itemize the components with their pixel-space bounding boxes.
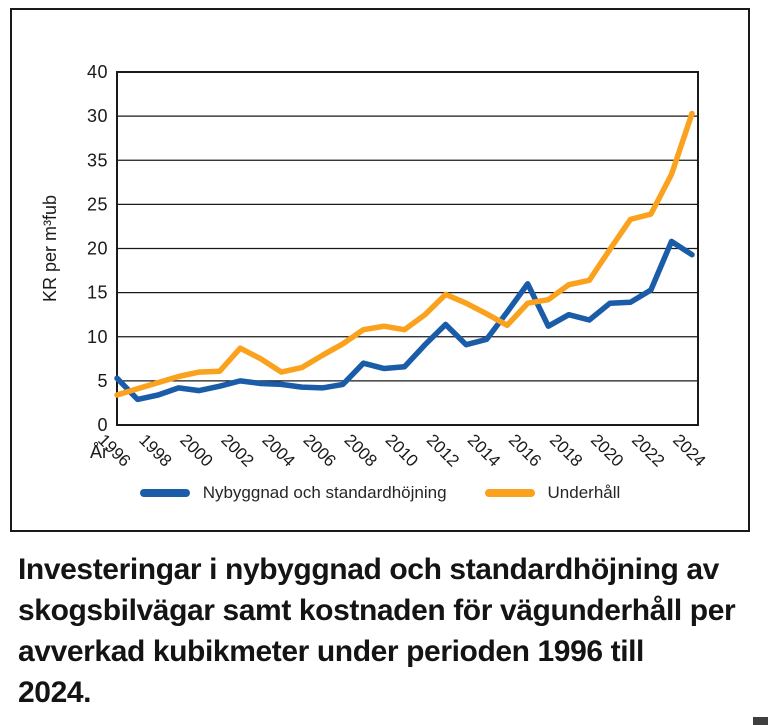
plot-border: [116, 71, 699, 426]
y-tick-label: 25: [87, 194, 108, 214]
x-tick-label: 2018: [546, 430, 586, 470]
y-tick-label: 30: [87, 106, 108, 126]
series-line-underhall: [114, 110, 695, 398]
x-tick-label: 2020: [587, 430, 627, 470]
x-tick-label: 2000: [176, 430, 216, 470]
y-tick-label: 15: [87, 283, 108, 303]
x-tick-label: 2012: [423, 430, 463, 470]
x-tick-label: 2008: [341, 430, 381, 470]
series-line-nybyggnad: [114, 238, 695, 403]
x-tick-label: 2006: [300, 430, 340, 470]
y-tick-label: 40: [87, 62, 108, 82]
x-tick-label: 2022: [628, 430, 668, 470]
y-tick-label: 35: [87, 150, 108, 170]
x-tick-label: 2014: [464, 430, 504, 470]
y-tick-label: 20: [87, 239, 108, 259]
x-tick-label: 2004: [258, 430, 298, 470]
legend-label-nybyggnad: Nybyggnad och standardhöjning: [202, 483, 447, 502]
y-tick-label: 0: [97, 415, 108, 435]
chart-legend: Nybyggnad och standardhöjning Underhåll: [12, 478, 748, 508]
x-tick-label: 2002: [217, 430, 257, 470]
y-axis-title: KR per m³fub: [40, 195, 60, 302]
y-tick-label: 10: [87, 327, 108, 347]
x-tick-label: 1998: [135, 430, 175, 470]
y-tick-label: 5: [97, 371, 108, 391]
figure-caption: Investeringar i nybyggnad och standardhö…: [18, 553, 736, 709]
x-axis-title: År: [90, 442, 108, 462]
chart-frame: 40 30 35 25 20 15 10 5 0 KR per m³fub 1996 1998 2000…: [10, 8, 750, 532]
legend-label-underhall: Underhåll: [547, 483, 621, 502]
legend-swatch-orange: [484, 489, 535, 497]
legend-swatch-blue: [139, 489, 190, 497]
x-tick-label: 2024: [669, 430, 709, 470]
corner-artifact: [753, 717, 768, 725]
legend-item-nybyggnad: Nybyggnad och standardhöjning: [139, 483, 447, 503]
legend-item-underhall: Underhåll: [484, 483, 621, 503]
x-tick-label: 2010: [382, 430, 422, 470]
x-tick-label: 2016: [505, 430, 545, 470]
